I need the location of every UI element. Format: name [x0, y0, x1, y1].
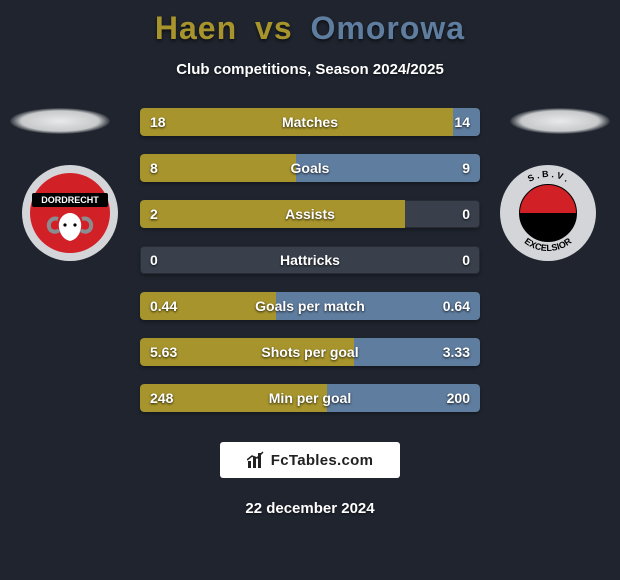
stat-row: 0.440.64Goals per match — [140, 292, 480, 320]
svg-text:DORDRECHT: DORDRECHT — [41, 195, 99, 205]
player2-crest: S . B . V . EXCELSIOR — [498, 163, 598, 263]
player2-shadow — [510, 108, 610, 134]
player1-crest: DORDRECHT — [20, 163, 120, 263]
stat-label: Matches — [140, 108, 480, 136]
stat-label: Min per goal — [140, 384, 480, 412]
footer-date: 22 december 2024 — [0, 500, 620, 517]
page-title: Haen vs Omorowa — [0, 0, 620, 47]
stat-label: Hattricks — [140, 246, 480, 274]
title-player1: Haen — [155, 10, 237, 46]
subtitle: Club competitions, Season 2024/2025 — [0, 61, 620, 78]
excelsior-crest-icon: S . B . V . EXCELSIOR — [498, 163, 598, 263]
comparison-arena: DORDRECHT S . B . V . EXCELSIOR 1814Matc… — [0, 108, 620, 412]
player1-shadow — [10, 108, 110, 134]
stat-row: 5.633.33Shots per goal — [140, 338, 480, 366]
stat-row: 89Goals — [140, 154, 480, 182]
title-vs: vs — [255, 10, 293, 46]
brand-chart-icon — [247, 451, 265, 469]
stat-label: Shots per goal — [140, 338, 480, 366]
dordrecht-crest-icon: DORDRECHT — [20, 163, 120, 263]
stat-row: 248200Min per goal — [140, 384, 480, 412]
stat-label: Goals per match — [140, 292, 480, 320]
stat-row: 1814Matches — [140, 108, 480, 136]
stat-label: Assists — [140, 200, 480, 228]
stat-label: Goals — [140, 154, 480, 182]
brand-badge: FcTables.com — [220, 442, 400, 478]
title-player2: Omorowa — [311, 10, 466, 46]
stat-row: 20Assists — [140, 200, 480, 228]
brand-text: FcTables.com — [271, 452, 374, 469]
stat-row: 00Hattricks — [140, 246, 480, 274]
stat-bars: 1814Matches 89Goals 20Assists 00Hattricks 0.… — [140, 108, 480, 412]
